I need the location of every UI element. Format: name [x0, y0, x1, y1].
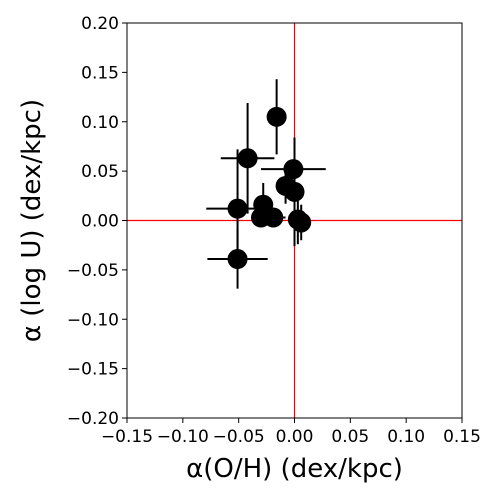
x-tick-label: 0.05	[331, 427, 369, 447]
y-tick-label: −0.05	[67, 261, 119, 281]
y-tick-label: 0.05	[81, 162, 119, 182]
y-tick-label: 0.20	[81, 14, 119, 34]
x-axis-label: α(O/H) (dex/kpc)	[186, 454, 403, 484]
y-axis-ticks: −0.20 −0.15 −0.10 −0.05 0.00 0.05 0.10 0.15 0.20	[67, 14, 127, 429]
x-tick-label: −0.15	[101, 427, 153, 447]
x-tick-label: 0.15	[443, 427, 481, 447]
x-axis-ticks: −0.15 −0.10 −0.05 0.00 0.05 0.10 0.15	[101, 418, 481, 447]
x-tick-label: −0.10	[157, 427, 209, 447]
data-points	[227, 106, 312, 270]
y-tick-label: −0.10	[67, 310, 119, 330]
y-tick-label: 0.15	[81, 63, 119, 83]
data-point	[266, 106, 287, 127]
data-point	[227, 198, 248, 219]
x-tick-label: −0.05	[213, 427, 265, 447]
y-tick-label: −0.20	[67, 409, 119, 429]
y-tick-label: −0.15	[67, 360, 119, 380]
data-point	[283, 159, 304, 180]
data-point	[227, 249, 248, 270]
data-point	[263, 207, 284, 228]
x-tick-label: 0.00	[276, 427, 314, 447]
data-point	[291, 212, 312, 233]
y-tick-label: 0.00	[81, 212, 119, 232]
y-tick-label: 0.10	[81, 113, 119, 133]
data-point	[284, 181, 305, 202]
y-axis-label: α (log U) (dex/kpc)	[17, 99, 47, 342]
x-tick-label: 0.10	[387, 427, 425, 447]
data-point	[237, 148, 258, 169]
